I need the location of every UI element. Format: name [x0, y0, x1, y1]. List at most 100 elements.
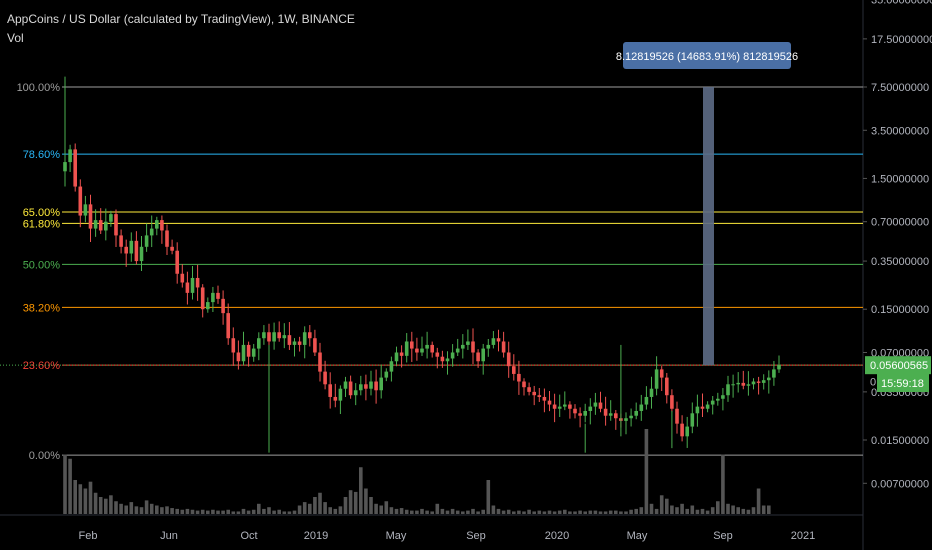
price-axis-label: 0.15000000: [871, 304, 929, 316]
volume-bar: [649, 503, 654, 514]
volume-bar: [93, 492, 98, 514]
candle-body: [313, 338, 317, 353]
candle-body: [726, 384, 730, 396]
volume-bar: [379, 505, 383, 514]
candle-body: [654, 369, 659, 389]
volume-bar: [231, 511, 236, 514]
candle-body: [685, 426, 689, 437]
chart-title: AppCoins / US Dollar (calculated by Trad…: [7, 12, 355, 26]
volume-bar: [716, 501, 720, 514]
volume-bar: [200, 509, 205, 514]
volume-bar: [318, 492, 322, 514]
measure-range-bar: [703, 87, 714, 366]
volume-bar: [501, 510, 506, 514]
volume-bar: [588, 510, 593, 514]
volume-bar: [241, 508, 246, 514]
volume-bar: [598, 511, 603, 514]
candle-body: [415, 348, 419, 353]
candle-body: [119, 235, 123, 247]
candle-body: [450, 352, 455, 359]
volume-bar: [573, 511, 577, 514]
candle-body: [318, 352, 322, 372]
volume-bar: [736, 507, 740, 514]
volume-bar: [563, 509, 567, 514]
candle-body: [114, 214, 118, 236]
volume-bar: [471, 508, 475, 514]
volume-indicator-label[interactable]: Vol: [7, 31, 24, 45]
volume-bar: [486, 480, 491, 514]
time-axis-label: Jun: [160, 530, 178, 542]
volume-bar: [170, 508, 174, 514]
candle-body: [649, 388, 654, 397]
volume-bar: [506, 509, 511, 514]
candle-body: [481, 348, 485, 362]
candle-body: [486, 344, 491, 349]
candle-body: [323, 371, 327, 385]
volume-bar: [257, 503, 261, 514]
fib-level-label: 0.00%: [29, 450, 60, 462]
volume-bar: [124, 505, 128, 514]
volume-bar: [63, 454, 67, 514]
candle-body: [542, 396, 547, 401]
volume-bar: [445, 510, 450, 514]
volume-bar: [287, 511, 292, 514]
volume-bar: [175, 508, 179, 514]
candle-body: [287, 335, 292, 345]
candle-body: [471, 341, 475, 353]
candle-body: [445, 358, 450, 362]
volume-bar: [726, 503, 730, 514]
candle-body: [670, 395, 674, 409]
fib-level-label: 23.60%: [23, 360, 61, 372]
volume-bar: [302, 502, 307, 514]
candle-body: [333, 396, 338, 401]
volume-bar: [420, 508, 424, 514]
volume-bar: [277, 509, 281, 514]
volume-bar: [665, 498, 669, 514]
volume-bar: [512, 511, 516, 514]
candle-body: [563, 404, 567, 407]
partial-price-label: 0.: [870, 377, 879, 389]
candle-body: [297, 341, 302, 345]
volume-bar: [195, 510, 200, 514]
time-axis-label: May: [627, 530, 648, 542]
candle-body: [629, 415, 633, 419]
candle-body: [206, 302, 210, 310]
candle-body: [537, 395, 542, 397]
candle-body: [578, 413, 582, 416]
candle-body: [588, 406, 593, 411]
candle-body: [731, 384, 735, 386]
volume-bar: [675, 507, 679, 514]
volume-bar: [659, 495, 664, 514]
volume-bar: [680, 503, 684, 514]
volume-bar: [624, 511, 628, 514]
candle-body: [501, 341, 506, 353]
candle-body: [777, 365, 781, 370]
price-axis-label: 3.50000000: [871, 125, 929, 137]
volume-bar: [695, 509, 700, 514]
time-axis-label: 2021: [791, 530, 815, 542]
volume-bar: [149, 503, 154, 514]
candle-body: [302, 332, 307, 345]
candle-body: [134, 240, 139, 262]
price-axis-label: 17.50000000: [871, 34, 932, 46]
price-axis-label: 0.01500000: [871, 435, 929, 447]
volume-bar: [685, 508, 689, 514]
candle-body: [624, 418, 628, 421]
volume-bar: [410, 510, 414, 514]
candle-body: [517, 373, 521, 382]
candle-body: [695, 406, 700, 414]
candle-body: [399, 352, 404, 356]
candle-body: [491, 338, 496, 345]
candle-body: [420, 348, 424, 353]
candle-body: [721, 395, 725, 399]
candle-body: [160, 220, 164, 231]
candle-body: [614, 413, 618, 419]
volume-bar: [496, 508, 501, 514]
volume-bar: [313, 497, 317, 514]
volume-bar: [741, 508, 746, 514]
volume-bar: [654, 508, 659, 514]
candle-body: [98, 220, 103, 231]
candle-body: [675, 408, 679, 424]
volume-bar: [328, 507, 332, 514]
